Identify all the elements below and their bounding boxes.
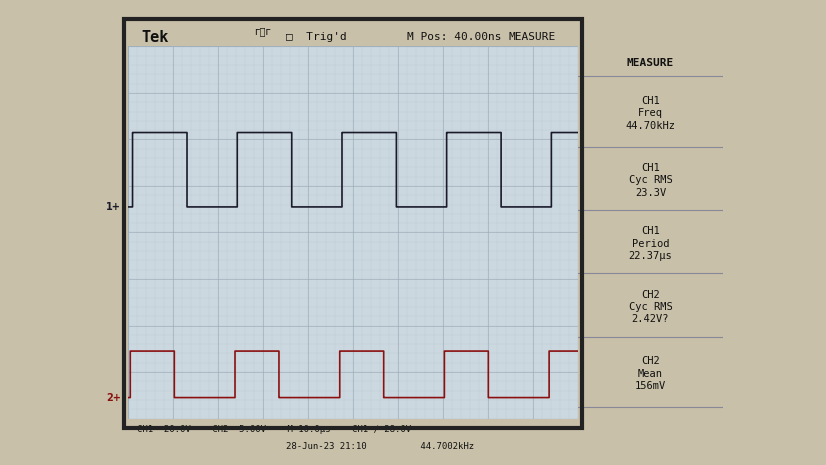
Text: 1+: 1+ — [107, 202, 121, 212]
Text: ᴦ᷊ᴦ: ᴦ᷊ᴦ — [254, 27, 271, 37]
Text: ▼: ▼ — [0, 464, 1, 465]
Text: CH1
Cyc RMS
23.3V: CH1 Cyc RMS 23.3V — [629, 163, 672, 198]
Text: CH1
Freq
44.70kHz: CH1 Freq 44.70kHz — [625, 96, 676, 131]
Text: CH1  20.0V    CH2  5.00V    M 10.0μs    CH1 ∕ 28.0V: CH1 20.0V CH2 5.00V M 10.0μs CH1 ∕ 28.0V — [137, 425, 411, 434]
Text: CH1
Period
22.37μs: CH1 Period 22.37μs — [629, 226, 672, 261]
Text: CH2
Cyc RMS
2.42V?: CH2 Cyc RMS 2.42V? — [629, 290, 672, 324]
Text: □  Trig'd: □ Trig'd — [286, 32, 346, 42]
Text: MEASURE: MEASURE — [627, 58, 674, 68]
Text: 2+: 2+ — [107, 392, 121, 403]
Text: Tek: Tek — [141, 30, 169, 45]
Text: ◄: ◄ — [0, 464, 1, 465]
Text: CH2
Mean
156mV: CH2 Mean 156mV — [635, 357, 666, 391]
Text: MEASURE: MEASURE — [509, 32, 556, 42]
Text: 28-Jun-23 21:10          44.7002kHz: 28-Jun-23 21:10 44.7002kHz — [286, 442, 474, 451]
Text: M Pos: 40.00ns: M Pos: 40.00ns — [407, 32, 501, 42]
